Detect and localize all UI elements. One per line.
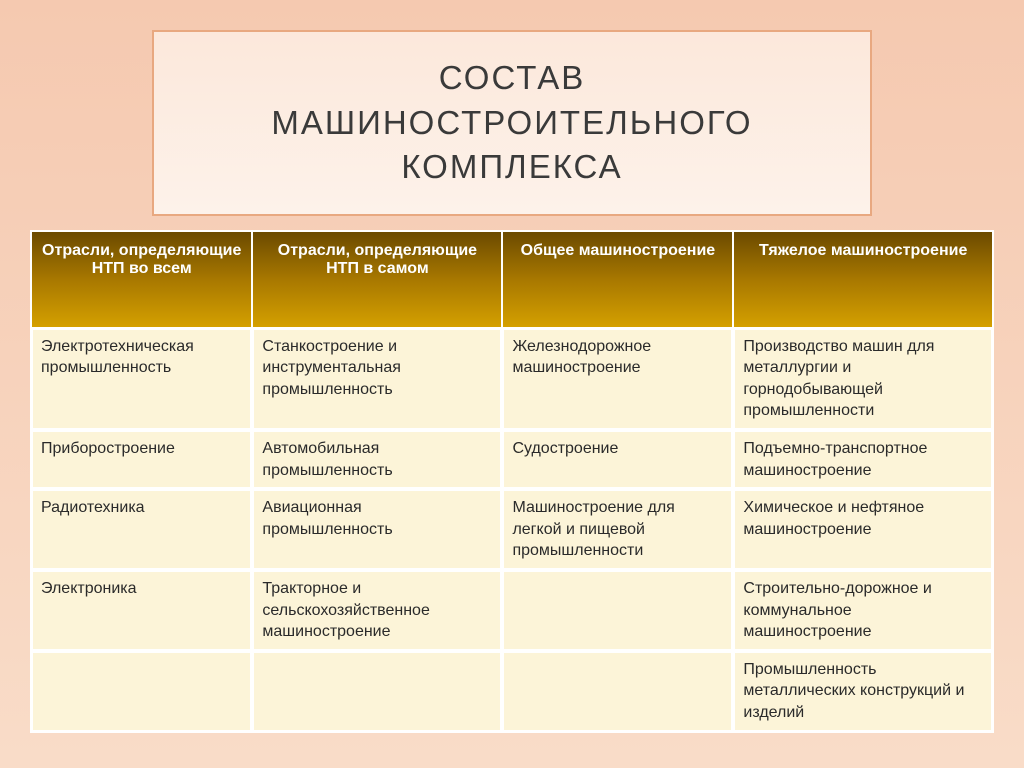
table-cell: Электротехническая промышленность xyxy=(32,329,251,429)
header-cell: Отрасли, определяющие НТП во всем xyxy=(32,232,251,327)
table-cell: Промышленность металлических конструкций… xyxy=(734,652,992,731)
slide-container: СОСТАВ МАШИНОСТРОИТЕЛЬНОГО КОМПЛЕКСА Отр… xyxy=(0,0,1024,768)
header-cell: Отрасли, определяющие НТП в самом xyxy=(253,232,501,327)
table-row: Электроника Тракторное и сельскохозяйств… xyxy=(32,571,992,650)
table-cell xyxy=(503,652,732,731)
table-cell: Подъемно-транспортное машиностроение xyxy=(734,431,992,488)
table-cell: Электроника xyxy=(32,571,251,650)
table-cell: Химическое и нефтяное машиностроение xyxy=(734,490,992,569)
title-box: СОСТАВ МАШИНОСТРОИТЕЛЬНОГО КОМПЛЕКСА xyxy=(152,30,872,216)
table-row: Электротехническая промышленность Станко… xyxy=(32,329,992,429)
header-cell: Тяжелое машиностроение xyxy=(734,232,992,327)
slide-title: СОСТАВ МАШИНОСТРОИТЕЛЬНОГО КОМПЛЕКСА xyxy=(194,56,830,190)
table-cell: Тракторное и сельскохозяйственное машино… xyxy=(253,571,501,650)
table-row: Радиотехника Авиационная промышленность … xyxy=(32,490,992,569)
table-cell xyxy=(32,652,251,731)
table-cell: Радиотехника xyxy=(32,490,251,569)
table-cell: Автомобильная промышленность xyxy=(253,431,501,488)
table-cell: Железнодорожное машиностроение xyxy=(503,329,732,429)
table-cell: Авиационная промышленность xyxy=(253,490,501,569)
table-cell: Машиностроение для легкой и пищевой пром… xyxy=(503,490,732,569)
table-cell xyxy=(503,571,732,650)
table-cell: Строительно-дорожное и коммунальное маши… xyxy=(734,571,992,650)
table-row: Промышленность металлических конструкций… xyxy=(32,652,992,731)
table-cell: Судостроение xyxy=(503,431,732,488)
table-row: Приборостроение Автомобильная промышленн… xyxy=(32,431,992,488)
composition-table: Отрасли, определяющие НТП во всем Отрасл… xyxy=(30,230,994,733)
header-cell: Общее машиностроение xyxy=(503,232,732,327)
table-cell: Производство машин для металлургии и гор… xyxy=(734,329,992,429)
table-cell: Приборостроение xyxy=(32,431,251,488)
table-cell: Станкостроение и инструментальная промыш… xyxy=(253,329,501,429)
table-cell xyxy=(253,652,501,731)
table-header-row: Отрасли, определяющие НТП во всем Отрасл… xyxy=(32,232,992,327)
